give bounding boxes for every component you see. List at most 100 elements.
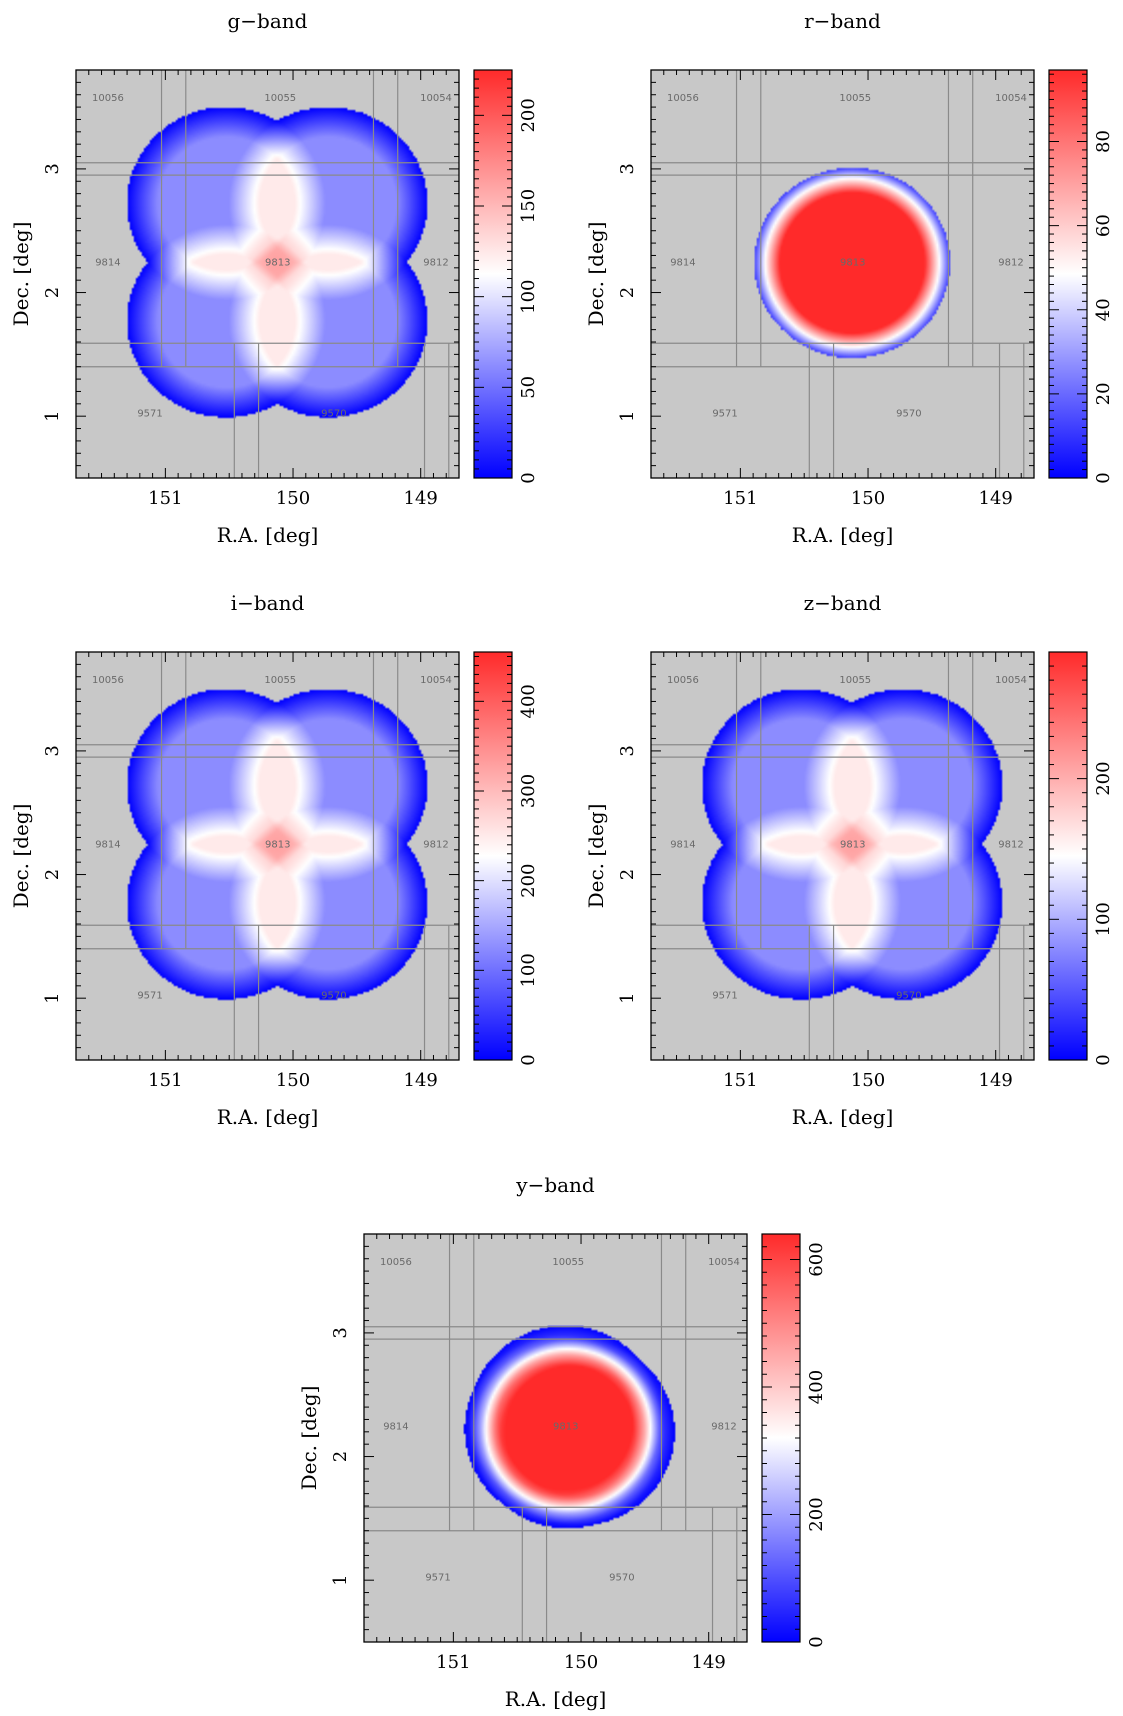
- colorbar-tick-label: 600: [806, 1242, 827, 1276]
- tract-label: 9570: [896, 408, 921, 419]
- colorbar-tick-label: 0: [806, 1636, 827, 1647]
- x-tick-label: 151: [723, 488, 757, 509]
- colorbar-tick-label: 50: [518, 376, 539, 399]
- x-tick-label: 151: [148, 488, 182, 509]
- colorbar-tick-label: 0: [518, 1054, 539, 1065]
- colorbar-ticks: [762, 1233, 800, 1643]
- axis-ticks: [650, 651, 1034, 1061]
- tract-label: 9571: [137, 990, 162, 1001]
- y-tick-label: 1: [617, 410, 638, 421]
- tract-label: 10054: [420, 93, 452, 104]
- tract-label: 9813: [840, 840, 865, 851]
- axis-ticks: [650, 69, 1034, 479]
- x-axis-label: R.A. [deg]: [217, 523, 319, 547]
- colorbar-tick-label: 0: [1093, 472, 1114, 483]
- colorbar-ticks: [1049, 73, 1087, 479]
- colorbar-tick-label: 0: [1093, 1054, 1114, 1065]
- panel-title: r−band: [804, 9, 881, 33]
- x-tick-label: 150: [851, 1070, 885, 1091]
- heatmap-image: [651, 652, 1034, 1060]
- panel-title: z−band: [804, 591, 882, 615]
- tract-label: 10055: [264, 675, 296, 686]
- colorbar-tick-label: 80: [1093, 130, 1114, 153]
- x-tick-label: 151: [436, 1652, 470, 1673]
- tract-label: 9571: [712, 990, 737, 1001]
- tract-label: 9812: [998, 258, 1023, 269]
- panel-1: r−band 10056 10055 10054 9814 9813 9812 9571 957…: [584, 9, 1114, 547]
- y-tick-label: 2: [617, 869, 638, 880]
- y-tick-label: 3: [42, 163, 63, 174]
- colorbar-tick-label: 200: [518, 863, 539, 897]
- axis-ticks: [75, 69, 459, 479]
- heatmap-image: [76, 652, 459, 1060]
- heatmap-image: [76, 70, 459, 478]
- axis-ticks: [363, 1233, 747, 1643]
- x-tick-label: 150: [276, 1070, 310, 1091]
- colorbar-ticks: [1049, 651, 1087, 1061]
- tract-label: 9814: [95, 840, 120, 851]
- tract-label: 9814: [95, 258, 120, 269]
- tract-label: 9813: [265, 840, 290, 851]
- y-tick-label: 2: [617, 287, 638, 298]
- x-tick-label: 149: [692, 1652, 726, 1673]
- panel-0: g−band 10056 10055 10054 9814 9813 9812 9571 957…: [9, 9, 539, 547]
- y-tick-label: 2: [42, 287, 63, 298]
- tract-label: 10056: [380, 1257, 412, 1268]
- panel-title: y−band: [515, 1173, 595, 1197]
- tract-boundaries: [651, 70, 1034, 478]
- panel-2: i−band 10056 10055 10054 9814 9813 9812 9571 957…: [9, 591, 539, 1129]
- colorbar: [473, 69, 513, 479]
- x-tick-label: 150: [276, 488, 310, 509]
- tract-boundaries: [76, 70, 459, 478]
- panel-3: z−band 10056 10055 10054 9814 9813 9812 9571 957…: [584, 591, 1114, 1129]
- tract-label: 10054: [995, 93, 1027, 104]
- colorbar-tick-label: 100: [518, 279, 539, 313]
- panel-4: y−band 10056 10055 10054 9814 9813 9812 9571 957…: [297, 1173, 827, 1711]
- colorbar: [473, 651, 513, 1061]
- y-axis-label: Dec. [deg]: [584, 222, 608, 327]
- tract-label: 9814: [670, 840, 695, 851]
- tract-boundaries: [651, 652, 1034, 1060]
- x-axis-label: R.A. [deg]: [792, 1105, 894, 1129]
- x-axis-label: R.A. [deg]: [505, 1687, 607, 1711]
- tract-label: 9812: [423, 258, 448, 269]
- y-tick-label: 3: [617, 163, 638, 174]
- tract-label: 9812: [423, 840, 448, 851]
- tract-label: 9813: [553, 1422, 578, 1433]
- tract-label: 9812: [998, 840, 1023, 851]
- tract-label: 9570: [896, 990, 921, 1001]
- panel-title: g−band: [228, 9, 308, 33]
- colorbar-ticks: [474, 655, 512, 1061]
- colorbar-tick-label: 200: [806, 1497, 827, 1531]
- tract-label: 10054: [995, 675, 1027, 686]
- tract-label: 9814: [670, 258, 695, 269]
- tract-label: 10055: [839, 93, 871, 104]
- x-axis-label: R.A. [deg]: [217, 1105, 319, 1129]
- tract-label: 10056: [667, 93, 699, 104]
- tract-label: 9570: [321, 990, 346, 1001]
- y-tick-label: 2: [42, 869, 63, 880]
- x-tick-label: 149: [404, 1070, 438, 1091]
- colorbar-tick-label: 60: [1093, 214, 1114, 237]
- y-tick-label: 1: [42, 410, 63, 421]
- colorbar: [761, 1233, 801, 1643]
- colorbar-tick-label: 300: [518, 774, 539, 808]
- y-axis-label: Dec. [deg]: [9, 222, 33, 327]
- tract-label: 10055: [839, 675, 871, 686]
- x-tick-label: 149: [979, 1070, 1013, 1091]
- colorbar-tick-label: 200: [518, 98, 539, 132]
- tract-label: 9570: [321, 408, 346, 419]
- colorbar: [1048, 651, 1088, 1061]
- x-tick-label: 149: [979, 488, 1013, 509]
- colorbar: [1048, 69, 1088, 479]
- heatmap-image: [651, 70, 1034, 478]
- colorbar-tick-label: 100: [1093, 902, 1114, 936]
- y-axis-label: Dec. [deg]: [584, 804, 608, 909]
- y-tick-label: 1: [617, 992, 638, 1003]
- panel-title: i−band: [231, 591, 305, 615]
- tract-label: 10056: [92, 675, 124, 686]
- tract-boundaries: [76, 652, 459, 1060]
- y-axis-label: Dec. [deg]: [297, 1386, 321, 1491]
- tract-label: 10056: [92, 93, 124, 104]
